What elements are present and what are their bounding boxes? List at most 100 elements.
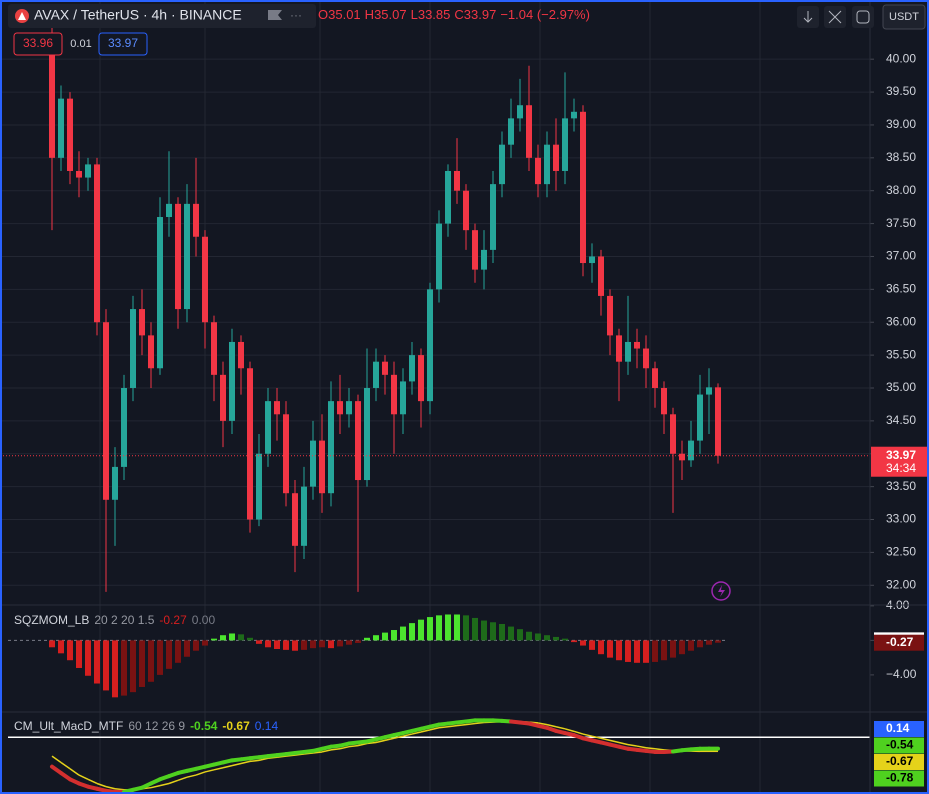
- fullscreen-button[interactable]: [852, 6, 874, 28]
- indicator-value: -0.67: [222, 719, 250, 733]
- signal-line: [51, 755, 62, 764]
- candle-body: [337, 401, 343, 415]
- momentum-bar: [220, 635, 226, 641]
- ohlc-key: O: [318, 7, 328, 22]
- candle-body: [382, 361, 388, 375]
- candle-body: [490, 184, 496, 250]
- value-badge: [874, 721, 924, 737]
- signal-line: [375, 739, 386, 744]
- candle-body: [670, 414, 676, 454]
- candle-body: [346, 401, 352, 415]
- header-box: [8, 4, 316, 28]
- candle-body: [634, 341, 640, 349]
- signal-line: [204, 769, 215, 773]
- momentum-bar: [652, 640, 658, 662]
- ohlc-value: 35.07: [374, 7, 407, 22]
- signal-line: [114, 787, 125, 791]
- signal-line: [474, 721, 485, 725]
- momentum-bar: [688, 640, 694, 651]
- value-badge: [874, 737, 924, 754]
- candle-body: [454, 170, 460, 191]
- candle-body: [184, 203, 190, 310]
- ask-box: [98, 32, 148, 56]
- momentum-bar: [625, 640, 631, 662]
- momentum-bar: [526, 631, 532, 641]
- last-value-label: -0.27: [886, 635, 914, 649]
- candle-body: [283, 414, 289, 494]
- momentum-bar: [292, 640, 298, 651]
- candle-body: [571, 111, 577, 119]
- signal-line: [366, 741, 377, 745]
- menu-dots[interactable]: ···: [290, 8, 302, 22]
- signal-line: [231, 762, 242, 767]
- scroll-icon: [803, 11, 813, 23]
- candle-body: [463, 190, 469, 231]
- momentum-bar: [427, 617, 433, 641]
- time-grid: [99, 0, 761, 794]
- signal-line: [402, 733, 413, 737]
- value-badge-label: -0.78: [886, 771, 914, 785]
- bid-box: [13, 32, 63, 56]
- candle-body: [679, 453, 685, 461]
- signal-line: [438, 725, 449, 729]
- signal-line: [258, 757, 269, 762]
- signal-line: [645, 746, 656, 750]
- signal-line: [321, 749, 332, 753]
- momentum-bar: [589, 640, 595, 650]
- signal-line: [420, 729, 431, 733]
- momentum-bar: [202, 640, 208, 646]
- signal-line: [591, 735, 602, 740]
- momentum-bar: [112, 640, 118, 698]
- momentum-bar: [328, 640, 334, 649]
- candle-body: [517, 105, 523, 119]
- candle-body: [436, 223, 442, 290]
- ohlc-legend: O35.01 H35.07 L33.85 C33.97 −1.04 (−2.97%): [318, 7, 590, 22]
- candle-body: [193, 203, 199, 237]
- candle-body: [328, 401, 334, 494]
- y-tick-label: 38.50: [886, 150, 916, 164]
- momentum-bar: [166, 640, 172, 669]
- signal-line: [195, 771, 206, 776]
- momentum-bar: [355, 640, 361, 643]
- candle-body: [274, 401, 280, 415]
- candle-body: [607, 295, 613, 336]
- momentum-bar: [436, 615, 442, 641]
- signal-line: [384, 737, 395, 742]
- candle-body: [121, 387, 127, 467]
- alert-icon[interactable]: [711, 581, 731, 601]
- candle-body: [67, 98, 73, 171]
- change-label: −1.04 (−2.97%): [500, 7, 590, 22]
- momentum-bar: [94, 640, 100, 684]
- signal-line: [357, 742, 368, 747]
- currency-button[interactable]: [882, 4, 926, 30]
- candle-body: [580, 111, 586, 264]
- momentum-bar: [301, 640, 307, 650]
- signal-line: [105, 785, 116, 790]
- signal-line: [330, 748, 341, 751]
- candle-body: [256, 453, 262, 520]
- y-tick-label: 37.00: [886, 249, 916, 263]
- candle-body: [310, 440, 316, 487]
- momentum-bar: [391, 630, 397, 641]
- signal-line: [582, 733, 593, 737]
- signal-line: [339, 745, 350, 750]
- signal-line: [564, 728, 575, 733]
- signal-line: [267, 756, 278, 760]
- momentum-bar: [67, 640, 73, 661]
- candle-body: [472, 230, 478, 270]
- flag-icon: [268, 10, 282, 20]
- momentum-bar: [616, 640, 622, 661]
- momentum-bar: [76, 640, 82, 668]
- candle-body: [76, 170, 82, 178]
- candle-body: [148, 335, 154, 369]
- momentum-bar: [103, 640, 109, 691]
- candle-body: [364, 387, 370, 481]
- momentum-bar: [490, 622, 496, 641]
- indicator-params: 60 12 26 9: [128, 719, 185, 733]
- y-tick-label: 36.00: [886, 314, 916, 328]
- y-tick-label: 32.50: [886, 545, 916, 559]
- momentum-bar: [283, 640, 289, 650]
- candle-body: [103, 322, 109, 500]
- momentum-bar: [535, 633, 541, 641]
- momentum-bar: [679, 640, 685, 655]
